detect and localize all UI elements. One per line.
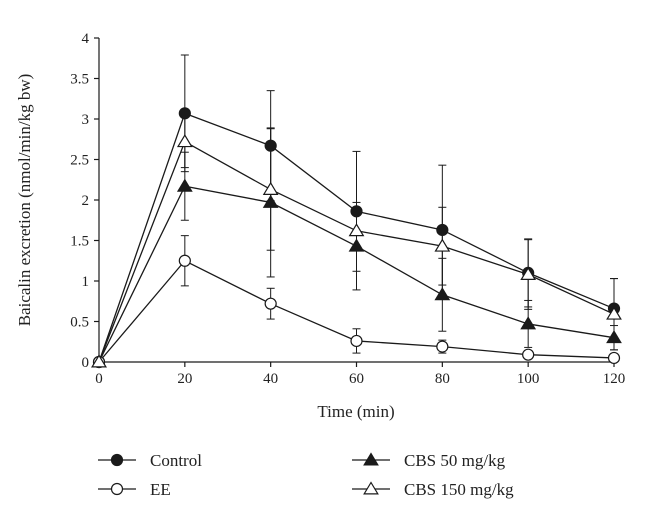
x-tick-label: 100 <box>517 371 540 387</box>
data-point-cbs-150-mg-kg <box>91 354 107 368</box>
x-tick-label: 20 <box>177 371 192 387</box>
legend-marker-cbs-150-mg-kg <box>363 481 379 495</box>
y-tick-label: 0.5 <box>70 315 89 331</box>
x-tick-label: 120 <box>603 371 626 387</box>
legend-marker-cbs-50-mg-kg <box>363 452 379 466</box>
data-point-cbs-150-mg-kg <box>348 223 365 237</box>
data-point-cbs-50-mg-kg <box>606 330 622 344</box>
data-point-ee <box>178 254 191 267</box>
data-point-cbs-150-mg-kg <box>520 266 537 280</box>
data-point-cbs-50-mg-kg <box>348 238 365 252</box>
y-tick-label: 4 <box>82 31 90 47</box>
legend-item-cbs-50-mg-kg: CBS 50 mg/kg <box>352 451 506 470</box>
error-bars <box>180 54 618 362</box>
data-point-ee <box>350 334 363 348</box>
data-point-ee <box>607 351 621 365</box>
data-point-control <box>350 205 363 218</box>
data-point-cbs-50-mg-kg <box>434 287 451 301</box>
legend-marker-ee <box>110 482 124 496</box>
data-point-ee <box>264 297 277 310</box>
series-markers <box>91 107 622 369</box>
y-tick-label: 2.5 <box>70 153 89 169</box>
y-tick-label: 3 <box>82 112 90 128</box>
y-tick-label: 1.5 <box>70 234 89 250</box>
legend-item-control: Control <box>98 451 202 470</box>
x-tick-label: 80 <box>435 371 450 387</box>
data-point-cbs-50-mg-kg <box>520 316 537 330</box>
legend-label: Control <box>150 451 202 470</box>
y-tick-label: 3.5 <box>70 72 89 88</box>
legend-label: EE <box>150 480 171 499</box>
legend: Control EE CBS 50 mg/kg CBS 150 mg/kg <box>98 451 514 499</box>
legend-item-ee: EE <box>98 480 171 499</box>
data-point-cbs-150-mg-kg <box>176 134 193 148</box>
x-tick-label: 40 <box>263 371 278 387</box>
legend-label: CBS 50 mg/kg <box>404 451 506 470</box>
data-point-cbs-150-mg-kg <box>606 306 622 320</box>
legend-label: CBS 150 mg/kg <box>404 480 514 499</box>
data-point-control <box>436 223 449 237</box>
data-point-cbs-50-mg-kg <box>176 178 193 192</box>
data-point-cbs-50-mg-kg <box>262 194 279 208</box>
data-point-cbs-150-mg-kg <box>262 181 279 195</box>
legend-item-cbs-150-mg-kg: CBS 150 mg/kg <box>352 480 514 499</box>
legend-marker-control <box>110 453 124 467</box>
data-point-cbs-150-mg-kg <box>434 238 451 252</box>
y-tick-label: 0 <box>82 355 90 371</box>
x-axis-label: Time (min) <box>317 402 394 421</box>
y-tick-label: 2 <box>82 193 90 209</box>
data-point-ee <box>436 340 449 353</box>
x-tick-label: 60 <box>349 371 364 387</box>
y-axis-label: Baicalin excretion (nmol/min/kg bw) <box>15 74 34 327</box>
y-tick-label: 1 <box>82 274 90 290</box>
axes: 0 20 40 60 80 100 120 0 0.5 1 1.5 2 2.5 3 3.5 4 <box>70 31 625 387</box>
x-tick-label: 0 <box>95 371 103 387</box>
data-point-control <box>178 107 191 120</box>
data-point-ee <box>522 348 535 361</box>
data-point-control <box>264 139 277 152</box>
